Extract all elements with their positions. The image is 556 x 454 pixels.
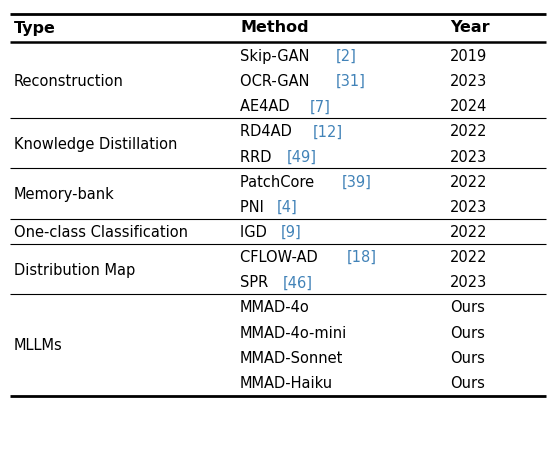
Text: Knowledge Distillation: Knowledge Distillation [14,137,177,152]
Text: Ours: Ours [450,351,485,366]
Text: RD4AD: RD4AD [240,124,296,139]
Text: [12]: [12] [313,124,343,139]
Text: [31]: [31] [336,74,365,89]
Text: PNI: PNI [240,200,269,215]
Text: 2024: 2024 [450,99,488,114]
Text: Method: Method [240,20,309,35]
Text: MMAD-4o: MMAD-4o [240,301,310,316]
Text: MMAD-Sonnet: MMAD-Sonnet [240,351,344,366]
Text: MLLMs: MLLMs [14,338,63,353]
Text: MMAD-Haiku: MMAD-Haiku [240,376,333,391]
Text: 2022: 2022 [450,124,488,139]
Text: 2023: 2023 [450,150,487,165]
Text: [2]: [2] [336,49,356,64]
Text: 2019: 2019 [450,49,487,64]
Text: One-class Classification: One-class Classification [14,225,188,240]
Text: Memory-bank: Memory-bank [14,188,115,202]
Text: Skip-GAN: Skip-GAN [240,49,314,64]
Text: IGD: IGD [240,225,271,240]
Text: [9]: [9] [281,225,301,240]
Text: 2023: 2023 [450,276,487,291]
Text: [4]: [4] [277,200,297,215]
Text: Ours: Ours [450,301,485,316]
Text: Ours: Ours [450,326,485,340]
Text: [46]: [46] [282,276,312,291]
Text: Distribution Map: Distribution Map [14,263,135,278]
Text: 2023: 2023 [450,200,487,215]
Text: AE4AD: AE4AD [240,99,294,114]
Text: 2022: 2022 [450,175,488,190]
Text: Ours: Ours [450,376,485,391]
Text: 2022: 2022 [450,250,488,265]
Text: [7]: [7] [310,99,331,114]
Text: SPR: SPR [240,276,273,291]
Text: [18]: [18] [346,250,376,265]
Text: [49]: [49] [286,150,316,165]
Text: RRD: RRD [240,150,276,165]
Text: PatchCore: PatchCore [240,175,319,190]
Text: [39]: [39] [341,175,371,190]
Text: OCR-GAN: OCR-GAN [240,74,314,89]
Text: Type: Type [14,20,56,35]
Text: 2022: 2022 [450,225,488,240]
Text: MMAD-4o-mini: MMAD-4o-mini [240,326,348,340]
Text: Reconstruction: Reconstruction [14,74,124,89]
Text: CFLOW-AD: CFLOW-AD [240,250,322,265]
Text: Year: Year [450,20,490,35]
Text: 2023: 2023 [450,74,487,89]
